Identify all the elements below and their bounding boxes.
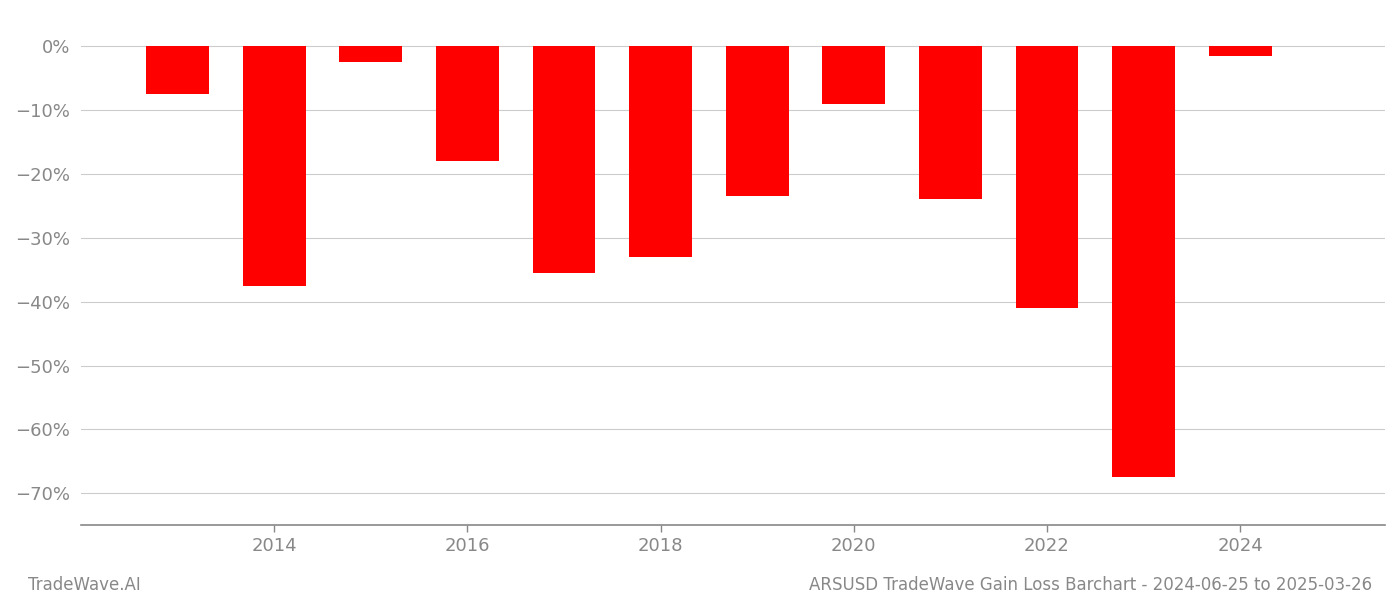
Bar [1112, 46, 1175, 477]
Bar [918, 46, 981, 199]
Bar [629, 46, 692, 257]
Bar [822, 46, 885, 104]
Bar [1015, 46, 1078, 308]
Bar [339, 46, 402, 62]
Text: ARSUSD TradeWave Gain Loss Barchart - 2024-06-25 to 2025-03-26: ARSUSD TradeWave Gain Loss Barchart - 20… [809, 576, 1372, 594]
Bar [1208, 46, 1271, 56]
Bar [725, 46, 788, 196]
Bar [147, 46, 209, 94]
Bar [242, 46, 305, 286]
Text: TradeWave.AI: TradeWave.AI [28, 576, 141, 594]
Bar [532, 46, 595, 273]
Bar [435, 46, 498, 161]
